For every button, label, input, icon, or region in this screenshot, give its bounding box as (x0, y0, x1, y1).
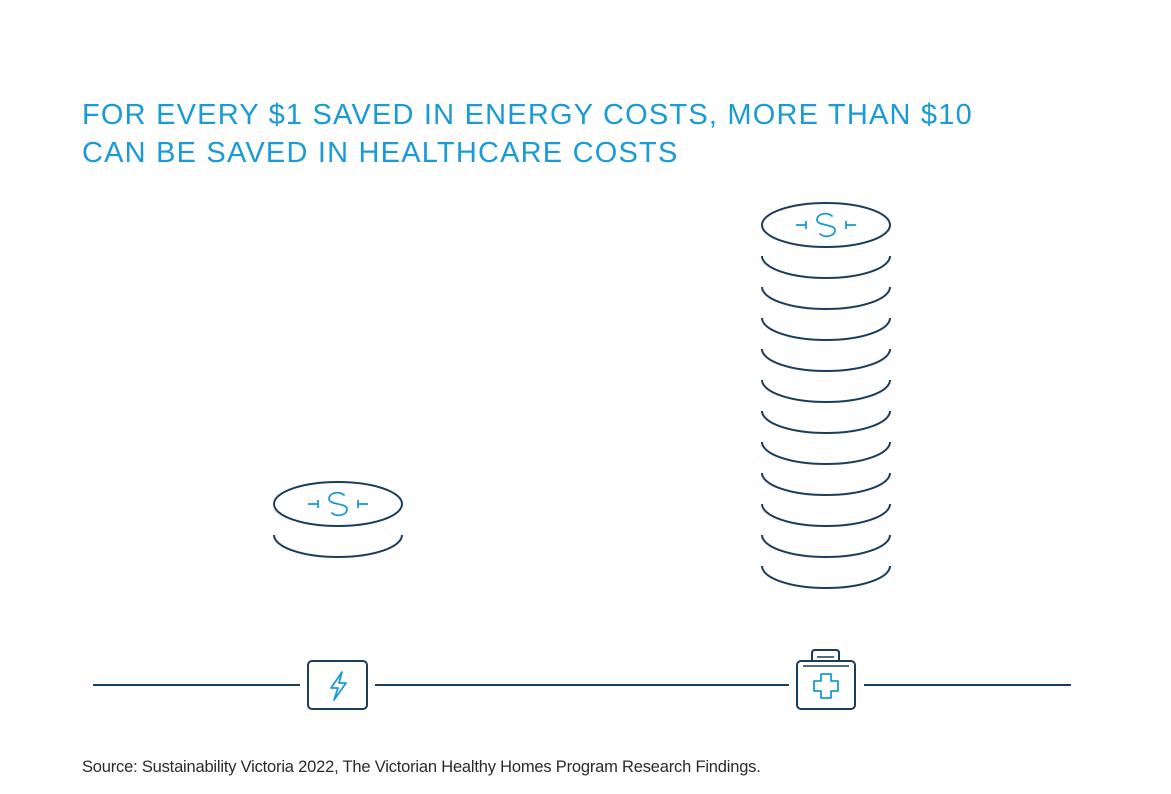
coin (761, 565, 891, 589)
dollar-icon (308, 491, 368, 517)
coin-stack-healthcare (761, 202, 891, 589)
headline-line-1: FOR EVERY $1 SAVED IN ENERGY COSTS, MORE… (82, 99, 973, 131)
coin (761, 348, 891, 372)
source-citation: Source: Sustainability Victoria 2022, Th… (82, 758, 761, 776)
coin (761, 410, 891, 434)
lightning-bolt-icon (307, 660, 368, 710)
coin (761, 317, 891, 341)
coin (761, 255, 891, 279)
coin (761, 379, 891, 403)
coin (761, 441, 891, 465)
headline: FOR EVERY $1 SAVED IN ENERGY COSTS, MORE… (82, 96, 1082, 172)
coin (761, 534, 891, 558)
coin-stacks (273, 202, 891, 589)
headline-line-2: CAN BE SAVED IN HEALTHCARE COSTS (82, 137, 679, 169)
first-aid-kit-icon (796, 649, 856, 710)
coin (761, 503, 891, 527)
coin (761, 286, 891, 310)
coin (761, 472, 891, 496)
coin (273, 534, 403, 558)
dollar-icon (796, 212, 856, 238)
coin-stack-energy (273, 481, 403, 558)
